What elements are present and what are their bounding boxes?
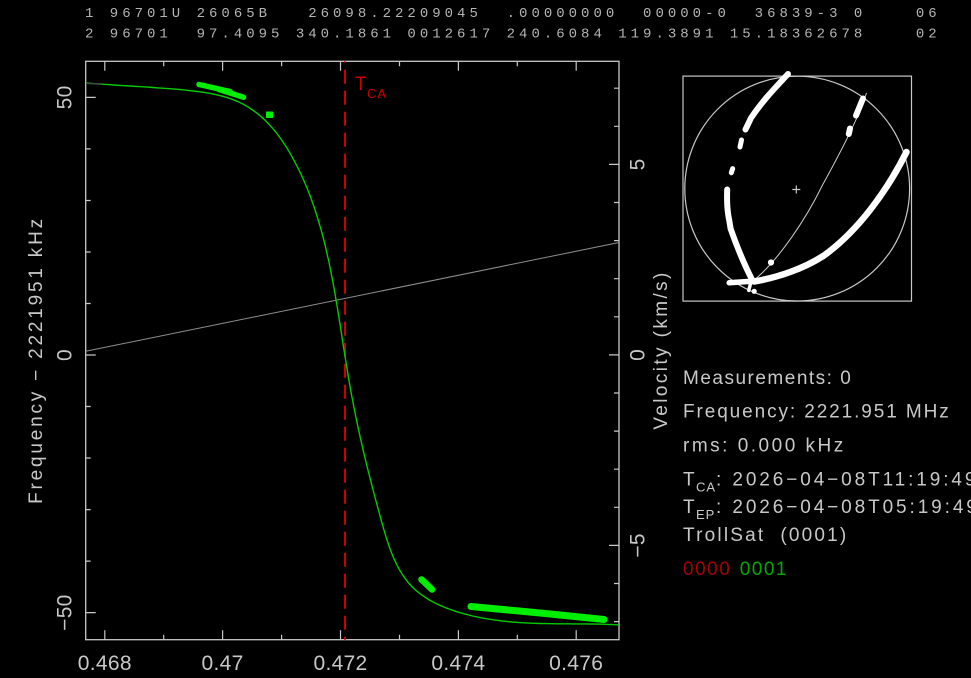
- svg-text:: 2026−04−08T11:19:49: : 2026−04−08T11:19:49: [716, 469, 971, 490]
- svg-text:Frequency: 2221.951 MHz: Frequency: 2221.951 MHz: [683, 402, 951, 423]
- svg-text:TrollSat (0001): TrollSat (0001): [683, 525, 848, 546]
- svg-text:Measurements: 0: Measurements: 0: [683, 368, 852, 389]
- svg-text:T: T: [355, 74, 367, 95]
- svg-text:EP: EP: [696, 507, 715, 522]
- svg-text:Velocity (km/s): Velocity (km/s): [651, 270, 672, 430]
- svg-text:−5: −5: [627, 533, 650, 558]
- svg-text:T: T: [683, 469, 696, 490]
- svg-text:0000: 0000: [683, 559, 731, 580]
- svg-text:: 2026−04−08T05:19:49: : 2026−04−08T05:19:49: [716, 497, 971, 518]
- svg-text:T: T: [683, 497, 696, 518]
- svg-text:rms: 0.000 kHz: rms: 0.000 kHz: [683, 436, 846, 457]
- svg-text:0.476: 0.476: [549, 652, 603, 675]
- svg-text:0.474: 0.474: [431, 652, 485, 675]
- svg-text:0.47: 0.47: [202, 652, 244, 675]
- svg-text:1 96701U 26065B 26098.222090: 1 96701U 26065B 26098.22209045 .00000000…: [85, 6, 941, 22]
- svg-text:2 96701 97.4095 340.1861 0012: 2 96701 97.4095 340.1861 0012617 240.608…: [85, 27, 941, 43]
- svg-text:CA: CA: [367, 86, 387, 101]
- svg-text:0.468: 0.468: [78, 652, 132, 675]
- svg-text:50: 50: [54, 85, 77, 109]
- svg-text:5: 5: [627, 158, 650, 170]
- svg-text:Frequency − 2221951 kHz: Frequency − 2221951 kHz: [26, 216, 47, 504]
- svg-text:CA: CA: [696, 479, 716, 494]
- svg-text:0: 0: [627, 349, 650, 361]
- svg-text:0001: 0001: [740, 559, 788, 580]
- svg-text:−50: −50: [54, 594, 77, 631]
- svg-text:0.472: 0.472: [313, 652, 367, 675]
- svg-text:0: 0: [54, 349, 77, 361]
